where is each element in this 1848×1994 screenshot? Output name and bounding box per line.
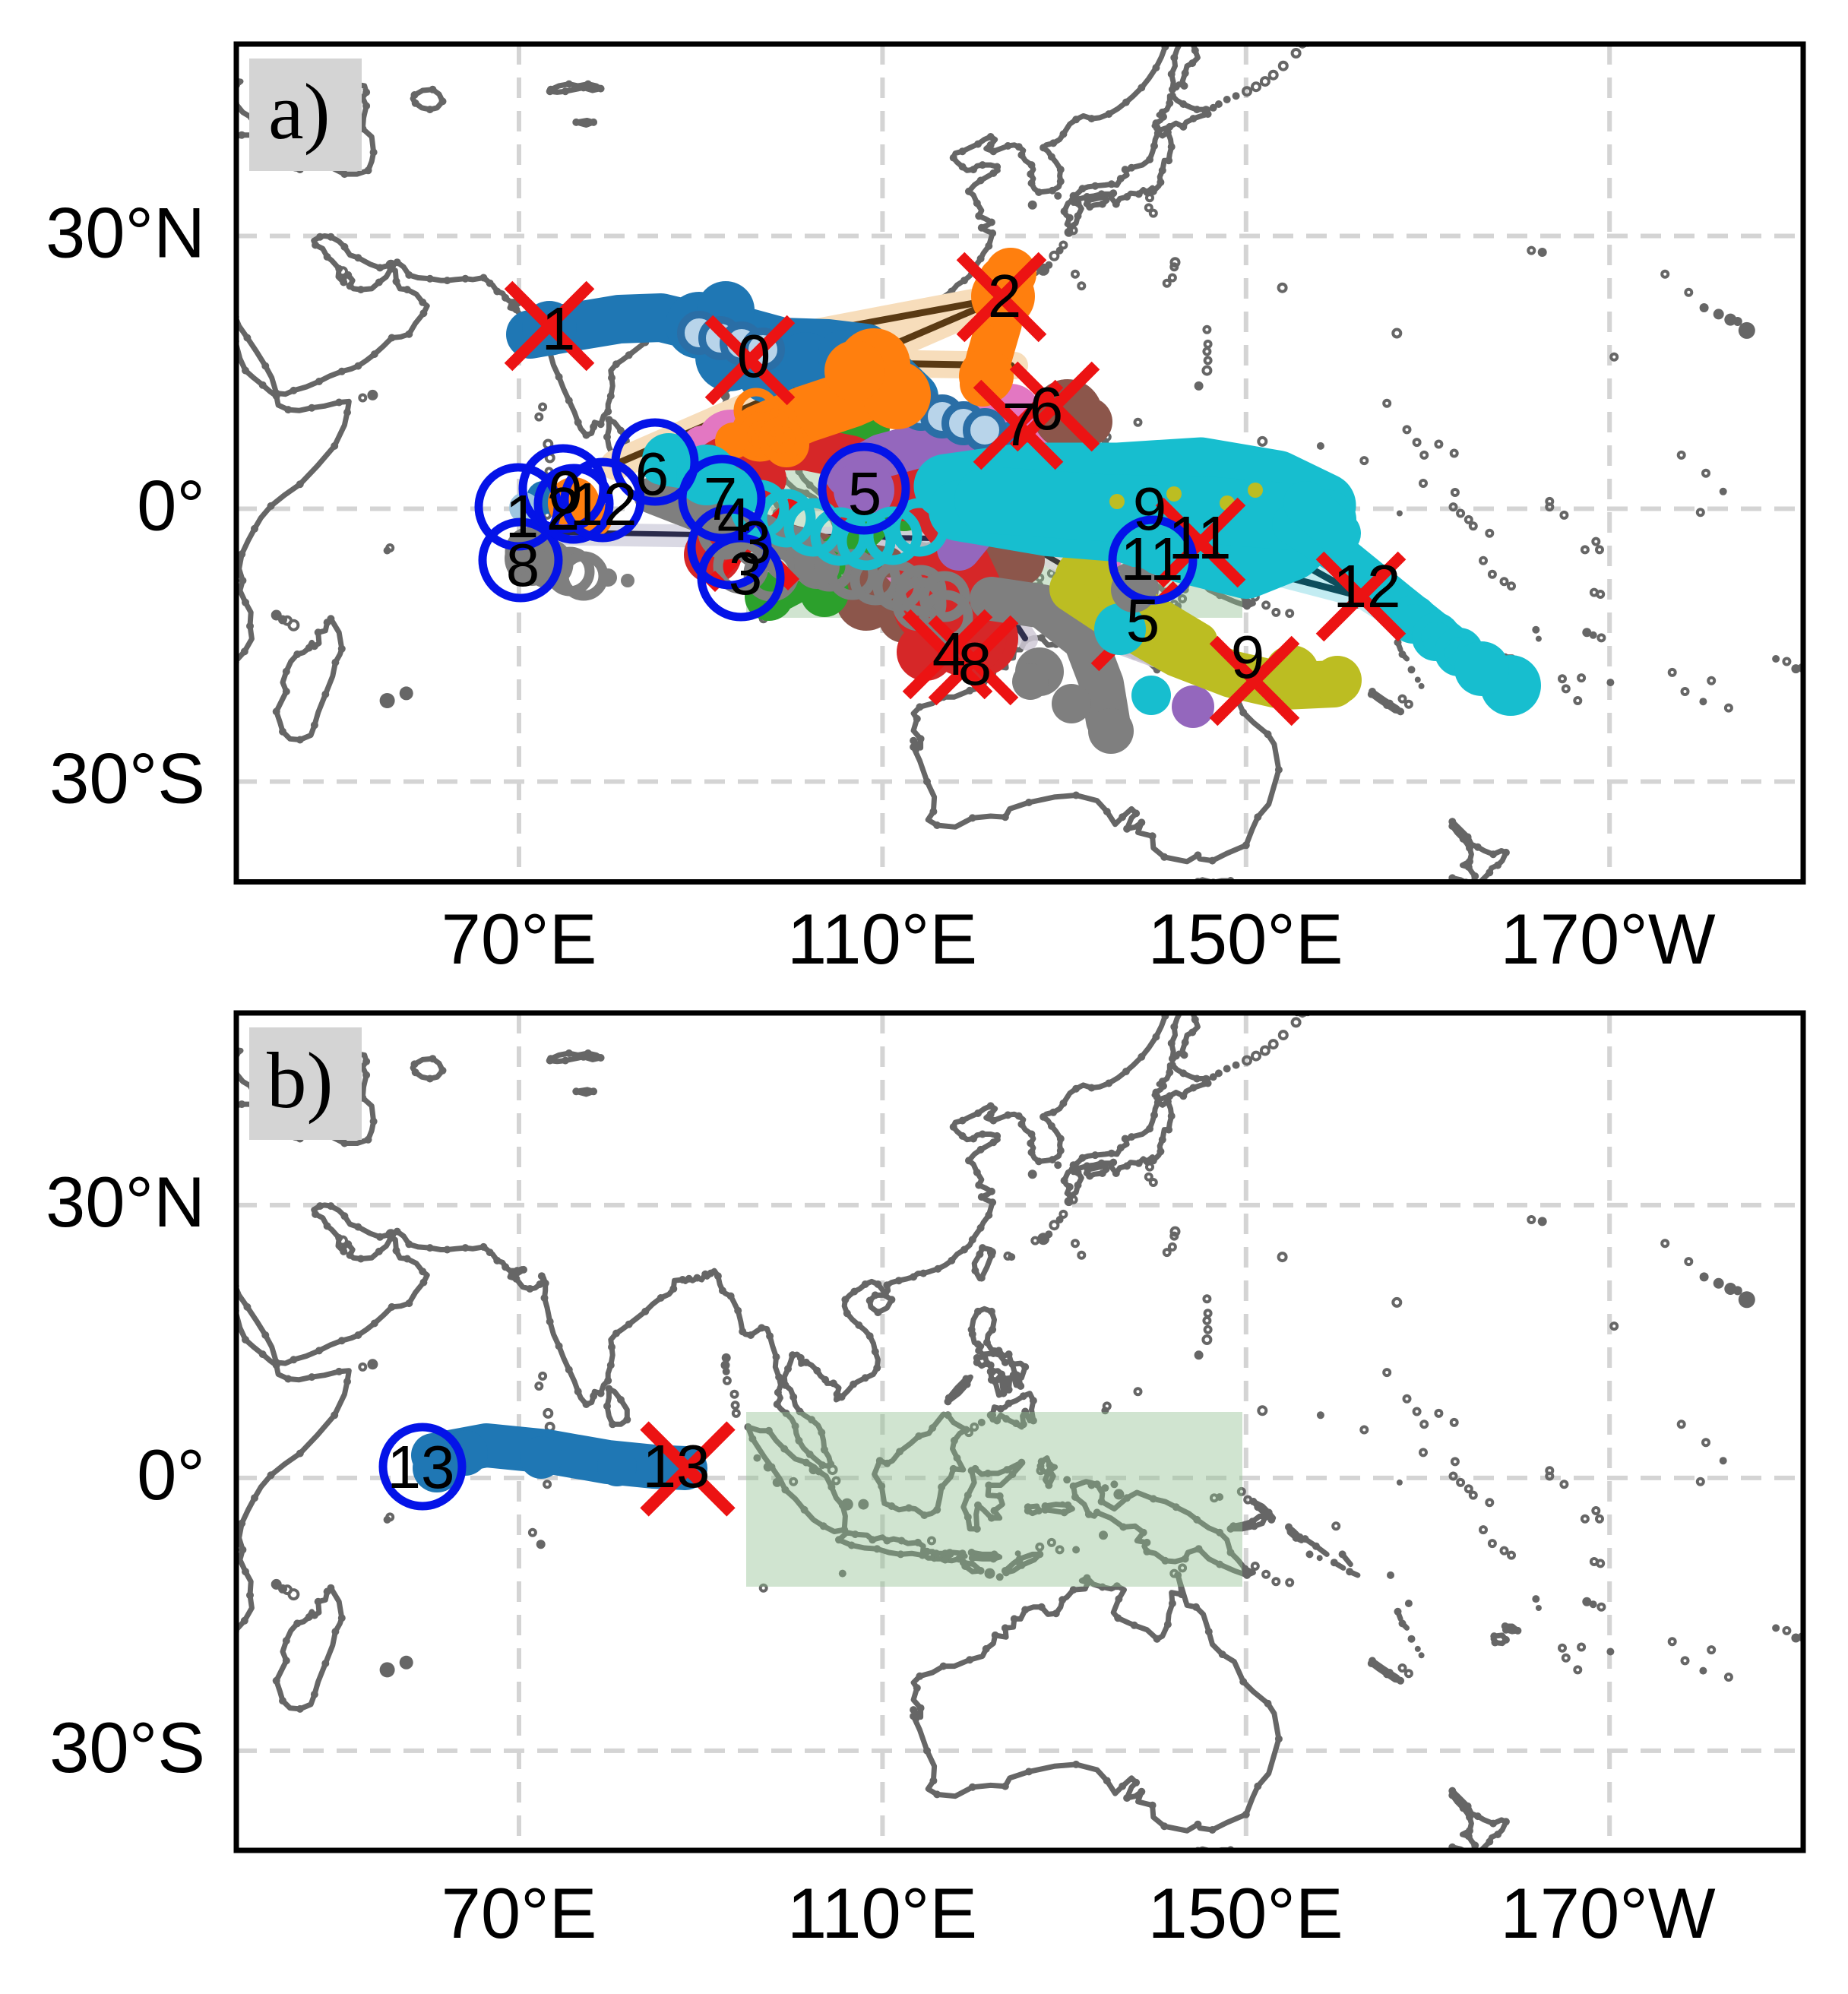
svg-text:5: 5: [1126, 587, 1160, 654]
svg-text:0: 0: [737, 322, 771, 390]
svg-text:9: 9: [1133, 475, 1167, 543]
svg-text:5: 5: [848, 460, 882, 527]
svg-text:8: 8: [958, 630, 992, 698]
svg-text:b): b): [267, 1036, 333, 1125]
svg-text:4: 4: [932, 620, 967, 688]
svg-text:1: 1: [542, 295, 576, 362]
svg-text:12: 12: [570, 470, 638, 538]
svg-text:0°: 0°: [137, 466, 205, 546]
svg-text:0: 0: [549, 458, 583, 526]
svg-text:150°E: 150°E: [1147, 899, 1343, 979]
svg-text:4: 4: [717, 486, 752, 553]
svg-text:30°N: 30°N: [46, 193, 205, 273]
svg-text:110°E: 110°E: [787, 1873, 977, 1953]
svg-text:a): a): [268, 67, 331, 156]
svg-text:30°N: 30°N: [46, 1162, 205, 1242]
svg-text:110°E: 110°E: [787, 899, 977, 979]
svg-text:70°E: 70°E: [441, 1873, 597, 1953]
svg-text:13: 13: [388, 1433, 455, 1501]
svg-text:2: 2: [546, 475, 581, 543]
svg-text:0°: 0°: [137, 1435, 205, 1514]
svg-text:11: 11: [1168, 504, 1231, 571]
svg-text:12: 12: [1334, 552, 1401, 620]
svg-text:8: 8: [506, 531, 540, 599]
svg-text:30°S: 30°S: [49, 1708, 205, 1787]
svg-text:3: 3: [729, 540, 763, 607]
svg-text:3: 3: [738, 508, 772, 576]
svg-text:70°E: 70°E: [441, 899, 597, 979]
svg-text:170°W: 170°W: [1500, 1873, 1715, 1953]
svg-text:170°W: 170°W: [1500, 899, 1715, 979]
svg-text:150°E: 150°E: [1147, 1873, 1343, 1953]
svg-text:11: 11: [1120, 525, 1183, 593]
svg-text:6: 6: [635, 440, 669, 508]
svg-text:6: 6: [1030, 375, 1064, 442]
svg-text:30°S: 30°S: [49, 739, 205, 818]
svg-text:9: 9: [1231, 623, 1265, 691]
svg-text:7: 7: [704, 465, 738, 533]
svg-text:2: 2: [988, 262, 1022, 330]
svg-text:1: 1: [505, 483, 540, 550]
svg-text:7: 7: [1002, 391, 1036, 458]
svg-text:13: 13: [643, 1432, 710, 1500]
